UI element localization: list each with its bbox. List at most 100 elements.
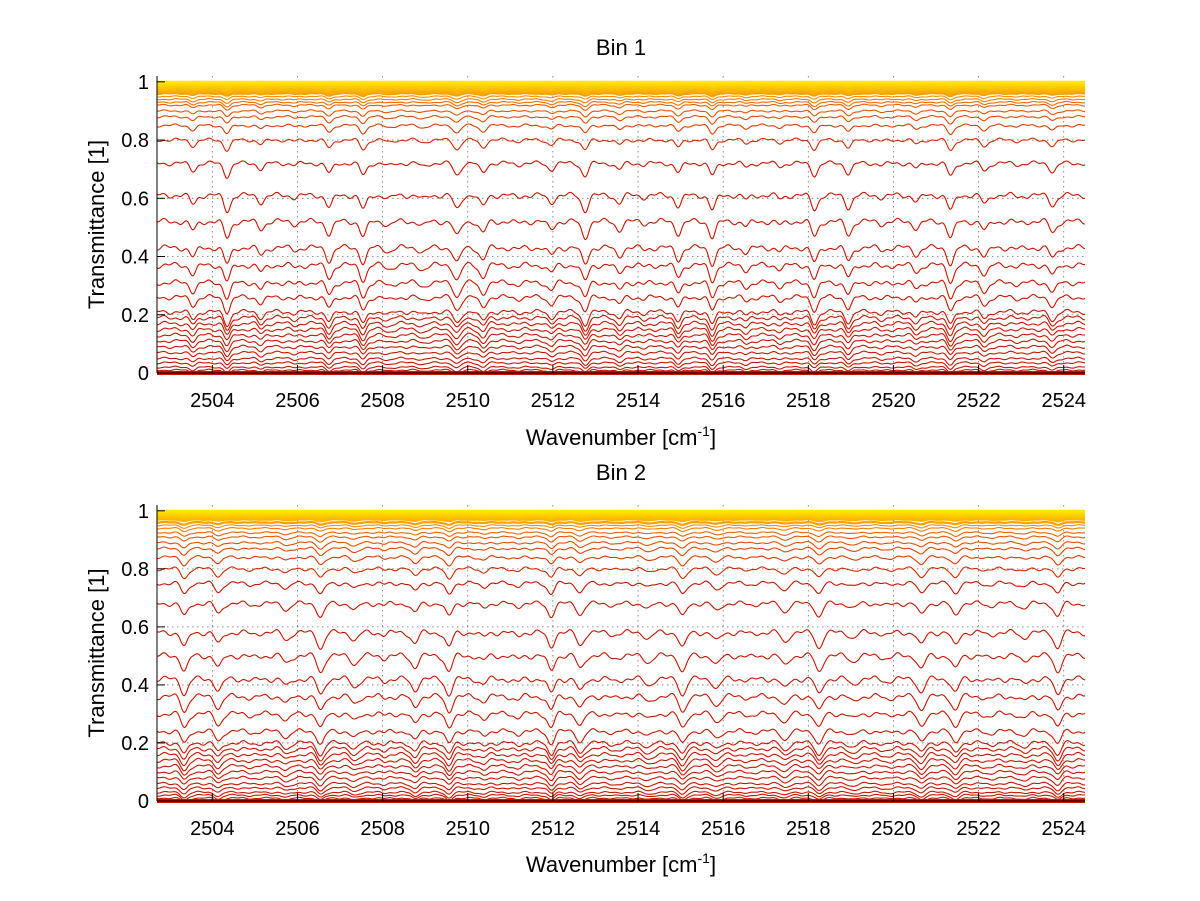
axes: 2504 2506 2508 2510 2512 2514 2516 2518 2520 2522… [121, 72, 1086, 412]
series-line-12 [156, 320, 1085, 337]
x-tick-label: 2514 [616, 390, 661, 412]
series-line-10 [156, 763, 1086, 777]
x-tick-label: 2524 [1041, 818, 1086, 840]
series-line-32 [157, 518, 1085, 523]
x-tick-label: 2506 [275, 818, 320, 840]
series-line-15 [156, 293, 1086, 315]
y-tick-label: 0.4 [121, 675, 149, 697]
x-axis-label: Wavenumber [cm-1] [526, 423, 716, 450]
series-line-28 [156, 531, 1086, 538]
subplot-bin-1: 2504 2506 2508 2510 2512 2514 2516 2518 2520 2522… [84, 35, 1086, 450]
chart-title: Bin 1 [596, 35, 646, 60]
series-line-34 [157, 86, 1086, 91]
y-tick-label: 0 [138, 791, 149, 813]
series-line-33 [157, 87, 1086, 93]
series-line-18 [156, 675, 1086, 697]
series-group [156, 80, 1086, 375]
series-line-25 [157, 109, 1085, 118]
series-line-3 [156, 796, 1086, 802]
x-tick-label: 2504 [190, 390, 235, 412]
subplot-bin-2: 2504 2506 2508 2510 2512 2514 2516 2518 2520 2522… [84, 460, 1086, 877]
series-line-31 [157, 90, 1085, 96]
series-line-23 [156, 123, 1086, 136]
series-line-13 [157, 745, 1085, 762]
series-line-8 [156, 344, 1086, 358]
y-tick-label: 0.2 [121, 733, 149, 755]
x-axis-label-superscript: -1 [698, 850, 711, 866]
series-line-5 [157, 790, 1085, 799]
series-line-14 [156, 308, 1086, 328]
x-tick-label: 2514 [616, 818, 661, 840]
series-line-34 [156, 515, 1085, 519]
x-tick-label: 2508 [360, 390, 405, 412]
axes: 2504 2506 2508 2510 2512 2514 2516 2518 2520 2522… [121, 501, 1086, 840]
y-tick-label: 0.6 [121, 188, 149, 210]
x-tick-label: 2516 [701, 390, 746, 412]
y-tick-label: 0.8 [121, 130, 149, 152]
x-tick-label: 2524 [1041, 390, 1086, 412]
series-line-10 [156, 332, 1086, 347]
series-line-36 [156, 83, 1085, 87]
y-tick-label: 1 [138, 72, 149, 94]
series-line-19 [156, 217, 1085, 241]
series-line-28 [156, 98, 1086, 104]
series-group [156, 509, 1086, 803]
series-line-29 [156, 526, 1086, 533]
series-line-13 [156, 314, 1086, 332]
series-line-16 [156, 710, 1086, 729]
y-tick-label: 0.6 [121, 617, 149, 639]
series-line-25 [157, 546, 1085, 557]
x-axis-label-main: Wavenumber [cm [526, 425, 698, 450]
series-line-12 [157, 751, 1086, 767]
x-tick-label: 2520 [871, 818, 916, 840]
series-line-30 [157, 91, 1085, 98]
x-tick-label: 2522 [956, 390, 1001, 412]
x-tick-label: 2518 [786, 390, 831, 412]
series-line-6 [157, 356, 1085, 367]
series-line-8 [156, 775, 1086, 787]
series-line-29 [156, 95, 1086, 101]
series-line-36 [157, 512, 1085, 516]
series-line-27 [156, 535, 1086, 543]
series-line-32 [157, 89, 1085, 94]
x-tick-label: 2510 [446, 390, 491, 412]
series-line-21 [156, 600, 1086, 619]
series-line-19 [157, 652, 1086, 674]
series-line-35 [157, 513, 1085, 518]
series-line-11 [156, 326, 1085, 343]
x-axis-label: Wavenumber [cm-1] [526, 850, 716, 877]
series-line-11 [156, 757, 1085, 772]
x-tick-label: 2504 [190, 818, 235, 840]
chart-title: Bin 2 [596, 460, 646, 485]
x-tick-label: 2510 [446, 818, 491, 840]
y-axis-label: Transmittance [1] [84, 568, 109, 737]
series-line-33 [157, 516, 1085, 521]
series-line-9 [156, 338, 1086, 353]
x-axis-label-superscript: -1 [698, 423, 711, 439]
series-line-22 [156, 137, 1086, 152]
series-line-21 [156, 160, 1086, 179]
y-tick-label: 1 [138, 501, 149, 523]
x-axis-label-end: ] [710, 852, 716, 877]
series-line-31 [157, 520, 1085, 526]
x-tick-label: 2522 [956, 818, 1001, 840]
series-line-7 [156, 350, 1085, 362]
series-line-3 [156, 368, 1086, 374]
series-line-24 [156, 555, 1085, 567]
series-line-5 [156, 361, 1085, 370]
series-line-7 [156, 781, 1085, 792]
series-line-27 [156, 100, 1086, 108]
series-line-14 [156, 739, 1086, 757]
series-line-17 [156, 261, 1086, 284]
y-tick-label: 0.2 [121, 305, 149, 327]
series-line-18 [156, 243, 1085, 267]
y-tick-label: 0.8 [121, 559, 149, 581]
y-tick-label: 0.4 [121, 247, 149, 269]
series-line-30 [157, 524, 1085, 529]
series-line-20 [156, 191, 1086, 214]
series-line-15 [156, 728, 1086, 746]
series-line-17 [156, 692, 1086, 714]
x-axis-label-end: ] [710, 425, 716, 450]
x-tick-label: 2508 [360, 818, 405, 840]
